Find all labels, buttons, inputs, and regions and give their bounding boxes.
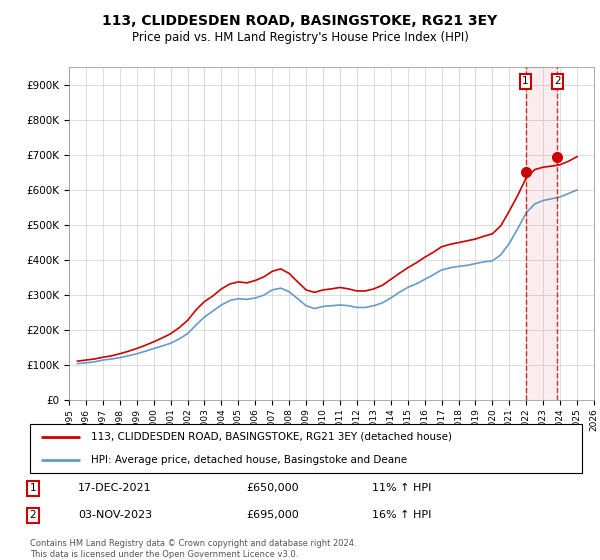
Text: 2: 2	[29, 510, 37, 520]
Text: Price paid vs. HM Land Registry's House Price Index (HPI): Price paid vs. HM Land Registry's House …	[131, 31, 469, 44]
Text: HPI: Average price, detached house, Basingstoke and Deane: HPI: Average price, detached house, Basi…	[91, 455, 407, 465]
Text: 113, CLIDDESDEN ROAD, BASINGSTOKE, RG21 3EY (detached house): 113, CLIDDESDEN ROAD, BASINGSTOKE, RG21 …	[91, 432, 452, 442]
Text: £695,000: £695,000	[246, 510, 299, 520]
Text: 2: 2	[554, 76, 561, 86]
Text: 1: 1	[522, 76, 529, 86]
Text: 17-DEC-2021: 17-DEC-2021	[78, 483, 152, 493]
Bar	[526, 67, 557, 400]
Text: 113, CLIDDESDEN ROAD, BASINGSTOKE, RG21 3EY: 113, CLIDDESDEN ROAD, BASINGSTOKE, RG21 …	[103, 14, 497, 28]
FancyBboxPatch shape	[30, 424, 582, 473]
Text: £650,000: £650,000	[246, 483, 299, 493]
Text: 11% ↑ HPI: 11% ↑ HPI	[372, 483, 431, 493]
Text: 16% ↑ HPI: 16% ↑ HPI	[372, 510, 431, 520]
Text: 03-NOV-2023: 03-NOV-2023	[78, 510, 152, 520]
Text: 1: 1	[29, 483, 37, 493]
Text: Contains HM Land Registry data © Crown copyright and database right 2024.
This d: Contains HM Land Registry data © Crown c…	[30, 539, 356, 559]
